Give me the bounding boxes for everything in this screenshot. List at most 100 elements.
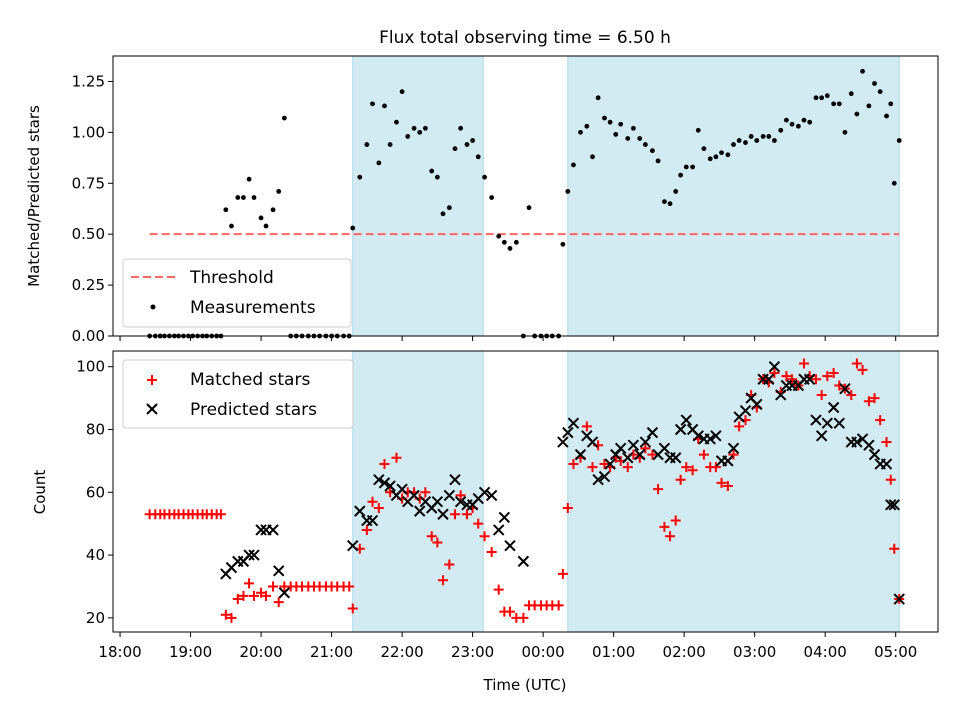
x-tick-label: 04:00 [804,643,847,661]
measurement-point [766,134,772,139]
predicted-star-point [704,433,716,445]
measurement-point [783,117,789,123]
measurement-point [501,239,507,245]
measurement-point [417,129,423,135]
predicted-star-point [722,455,734,467]
matched-star-point [885,474,896,485]
measurement-point [754,138,760,143]
predicted-star-point [485,489,498,502]
measurement-point [258,215,264,221]
matched-star-point [681,462,692,473]
matched-star-point [249,590,260,601]
matched-star-point [722,481,733,492]
y-tick-label: 40 [86,546,105,564]
matched-star-point [622,462,633,473]
matched-star-point [347,603,358,614]
measurement-point [411,125,417,131]
observing-window-1 [352,55,484,337]
chart-title: Flux total observing time = 6.50 h [379,28,671,48]
predicted-star-point [634,448,646,461]
matched-star-point [799,358,810,369]
ratio-y-axis: 0.00 0.25 0.50 0.75 1.00 1.25 [72,72,113,345]
measurement-point [725,152,731,158]
predicted-star-point [354,505,366,517]
y-tick-label: 0.25 [72,276,105,294]
predicted-star-point [272,565,285,577]
predicted-star-point [604,458,616,470]
predicted-star-point [739,404,752,417]
matched-star-point [581,421,592,432]
measurement-point [370,101,375,107]
predicted-star-point [592,474,604,486]
measurement-point [223,207,229,213]
y-tick-label: 1.25 [72,72,105,90]
matched-star-point [244,578,255,589]
predicted-star-point [437,508,449,520]
measurement-point [434,174,440,180]
predicted-star-point [893,593,905,605]
measurement-point [819,95,825,101]
matched-star-point [232,594,243,605]
predicted-star-point [639,436,652,448]
measurement-point [760,134,766,139]
measurement-point [877,89,883,95]
matched-star-point [373,502,384,513]
ratio-legend: Threshold Measurements [122,258,352,328]
matched-star-point [444,559,455,570]
matched-star-point [518,612,529,623]
measurement-point [618,121,624,127]
measurement-point [707,156,713,162]
predicted-star-point [775,389,787,401]
matched-star-point [426,531,437,542]
predicted-star-point [396,483,408,495]
measurement-point [801,117,807,123]
measurement-point [513,239,519,245]
x-axis-label: Time (UTC) [483,676,567,694]
count-legend-box [122,359,354,429]
predicted-star-point [622,452,634,464]
measurement-point [364,142,370,147]
y-tick-label: 20 [86,609,105,627]
matched-star-point [811,374,822,385]
matched-star-point [226,612,237,623]
matched-star-point [261,590,272,601]
y-tick-label: 80 [86,420,105,438]
x-tick-label: 22:00 [380,643,423,661]
predicted-star-point [384,480,396,492]
ratio-y-label: Matched/Predicted stars [25,105,43,287]
predicted-star-point [443,489,456,502]
measurement-point [642,142,648,147]
predicted-star-point [504,539,516,552]
matched-star-point [670,515,681,526]
y-tick-label: 0.50 [72,225,105,243]
measurement-point [399,89,405,95]
predicted-star-point [669,452,682,464]
matched-star-point [568,459,579,470]
measurement-point [824,93,830,99]
x-tick-label: 23:00 [451,643,494,661]
measurement-point [595,95,601,101]
measurement-point [602,115,607,121]
measurement-point [667,201,673,207]
matched-star-point [781,371,792,382]
measurement-point [813,95,819,101]
measurement-point [270,207,276,213]
measurement-point [731,142,736,147]
predicted-star-point [821,417,834,429]
x-tick-label: 00:00 [522,643,565,661]
measurement-point [475,154,481,160]
measurement-point [673,189,679,194]
measurement-point [854,111,860,117]
count-panel: 20 40 60 80 100 18:00 19:00 20:00 21:00 22:00 23:… [31,350,939,694]
y-tick-label: 1.00 [72,123,105,141]
measurement-point [743,140,748,145]
predicted-star-point [863,439,875,451]
measurement-point [382,103,387,109]
measurement-point [590,154,595,160]
matched-star-point [473,518,484,529]
matched-star-point [769,367,780,378]
matched-star-point [687,465,698,476]
predicted-star-point [768,360,781,373]
measurement-point [637,136,643,141]
measurement-point [807,119,813,125]
